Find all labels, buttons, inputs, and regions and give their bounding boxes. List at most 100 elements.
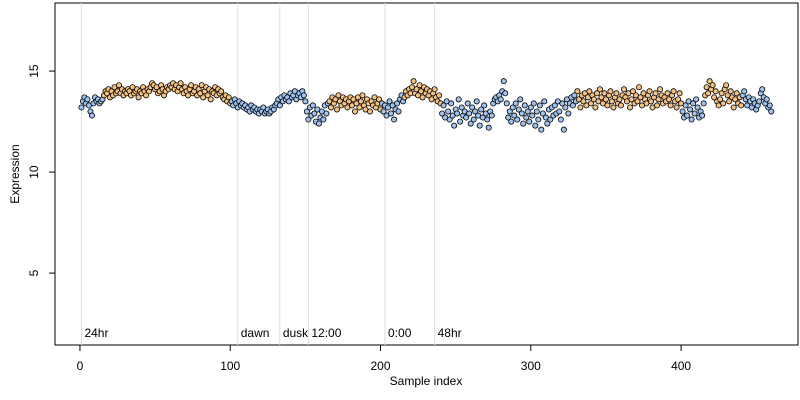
point <box>455 96 462 103</box>
point <box>727 88 734 95</box>
y-tick-label: 5 <box>27 269 41 276</box>
point <box>454 110 461 117</box>
point <box>467 120 474 127</box>
point <box>135 94 142 101</box>
point <box>327 104 334 111</box>
point <box>648 98 655 105</box>
point <box>691 110 698 117</box>
point <box>333 106 340 113</box>
x-tick-label: 0 <box>77 359 84 373</box>
point <box>303 108 310 115</box>
point <box>476 122 483 129</box>
point <box>667 102 674 109</box>
point <box>469 104 476 111</box>
point <box>538 126 545 133</box>
y-tick-label: 15 <box>27 64 41 78</box>
point <box>508 118 515 125</box>
point <box>741 88 748 95</box>
point <box>577 104 584 111</box>
point <box>204 92 211 99</box>
point <box>687 106 694 113</box>
point <box>676 90 683 97</box>
point <box>357 98 364 105</box>
point <box>616 96 623 103</box>
point <box>608 98 615 105</box>
point <box>446 116 453 123</box>
point <box>694 104 701 111</box>
point <box>470 116 477 123</box>
annotation-label: 0:00 <box>388 326 412 340</box>
point <box>521 102 528 109</box>
point <box>386 98 393 105</box>
point <box>657 86 664 93</box>
point <box>511 112 518 119</box>
point <box>464 100 471 107</box>
point <box>547 116 554 123</box>
point <box>559 100 566 107</box>
x-tick-label: 300 <box>521 359 541 373</box>
point <box>613 90 620 97</box>
point <box>610 104 617 111</box>
y-tick-label: 10 <box>27 165 41 179</box>
point <box>592 104 599 111</box>
point <box>276 102 283 109</box>
point <box>509 104 516 111</box>
point <box>533 108 540 115</box>
point <box>84 96 91 103</box>
point <box>673 104 680 111</box>
point <box>652 90 659 97</box>
point <box>351 108 358 115</box>
point <box>218 88 225 95</box>
point <box>523 114 530 121</box>
point <box>488 112 495 119</box>
x-tick-label: 200 <box>370 359 390 373</box>
annotation-label: 12:00 <box>311 326 341 340</box>
point <box>730 104 737 111</box>
point <box>116 82 123 89</box>
point <box>626 104 633 111</box>
point <box>448 100 455 107</box>
point <box>457 118 464 125</box>
point <box>532 122 539 129</box>
point <box>311 110 318 117</box>
point <box>682 102 689 109</box>
point <box>551 102 558 109</box>
point <box>530 100 537 107</box>
point <box>526 118 533 125</box>
point <box>300 92 307 99</box>
point <box>620 86 627 93</box>
point <box>485 124 492 131</box>
point <box>733 90 740 97</box>
point <box>569 102 576 109</box>
point <box>207 96 214 103</box>
point <box>388 110 395 117</box>
point <box>738 102 745 109</box>
point <box>517 96 524 103</box>
point <box>315 120 322 127</box>
point <box>524 108 531 115</box>
point <box>539 110 546 117</box>
point <box>562 104 569 111</box>
point <box>419 94 426 101</box>
point <box>285 98 292 105</box>
point <box>225 94 232 101</box>
point <box>514 116 521 123</box>
point <box>376 96 383 103</box>
point <box>571 92 578 99</box>
point <box>675 96 682 103</box>
point <box>666 96 673 103</box>
point <box>646 88 653 95</box>
point <box>700 100 707 107</box>
point <box>395 108 402 115</box>
point <box>602 96 609 103</box>
point <box>497 96 504 103</box>
point <box>309 102 316 109</box>
point <box>654 102 661 109</box>
point <box>763 96 770 103</box>
point <box>535 116 542 123</box>
point <box>320 116 327 123</box>
annotation-label: 24hr <box>84 326 108 340</box>
point <box>709 82 716 89</box>
point <box>445 108 452 115</box>
point <box>527 104 534 111</box>
